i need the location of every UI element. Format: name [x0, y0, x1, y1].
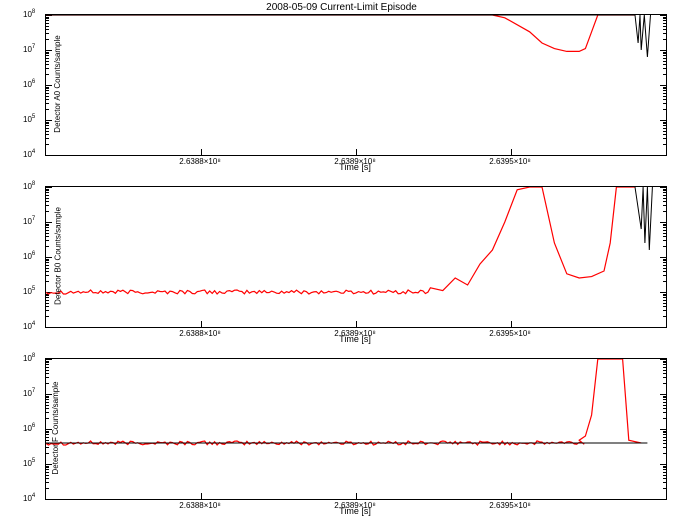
p1: Detector A0 Counts/sampleTime [s]1041051… — [45, 14, 665, 154]
ytick-label: 106 — [23, 423, 35, 433]
ytick-label: 107 — [23, 388, 35, 398]
series-line — [46, 359, 641, 445]
plot-area — [45, 14, 667, 156]
xtick-label: 2.6388×10⁸ — [179, 329, 220, 338]
series-svg — [46, 15, 666, 155]
ytick-label: 104 — [23, 321, 35, 331]
ytick-label: 104 — [23, 149, 35, 159]
main-title: 2008-05-09 Current-Limit Episode — [266, 2, 417, 13]
ytick-label: 105 — [23, 458, 35, 468]
ytick-label: 107 — [23, 216, 35, 226]
xtick-label: 2.6388×10⁸ — [179, 501, 220, 510]
ytick-label: 105 — [23, 286, 35, 296]
xtick-label: 2.6389×10⁸ — [334, 157, 375, 166]
ytick-label: 106 — [23, 79, 35, 89]
series-line — [46, 187, 635, 294]
series-line — [46, 15, 651, 57]
ylabel: Detector F Counts/sample — [51, 382, 60, 475]
xtick-label: 2.6395×10⁸ — [489, 329, 530, 338]
series-line — [635, 187, 652, 250]
xtick-label: 2.6388×10⁸ — [179, 157, 220, 166]
ytick-label: 108 — [23, 9, 35, 19]
ytick-label: 106 — [23, 251, 35, 261]
ylabel: Detector A0 Counts/sample — [53, 35, 62, 132]
series-svg — [46, 187, 666, 327]
series-svg — [46, 359, 666, 499]
ytick-label: 107 — [23, 44, 35, 54]
ytick-label: 108 — [23, 181, 35, 191]
ylabel: Detector B0 Counts/sample — [53, 207, 62, 305]
xtick-label: 2.6395×10⁸ — [489, 501, 530, 510]
ytick-label: 105 — [23, 114, 35, 124]
p3: Detector F Counts/sampleTime [s]10410510… — [45, 358, 665, 498]
series-line — [46, 15, 635, 51]
ytick-label: 108 — [23, 353, 35, 363]
xtick-label: 2.6389×10⁸ — [334, 501, 375, 510]
chart-container: 2008-05-09 Current-Limit Episode Detecto… — [0, 0, 683, 518]
ytick-label: 104 — [23, 493, 35, 503]
xtick-label: 2.6389×10⁸ — [334, 329, 375, 338]
p2: Detector B0 Counts/sampleTime [s]1041051… — [45, 186, 665, 326]
plot-area — [45, 186, 667, 328]
xtick-label: 2.6395×10⁸ — [489, 157, 530, 166]
plot-area — [45, 358, 667, 500]
